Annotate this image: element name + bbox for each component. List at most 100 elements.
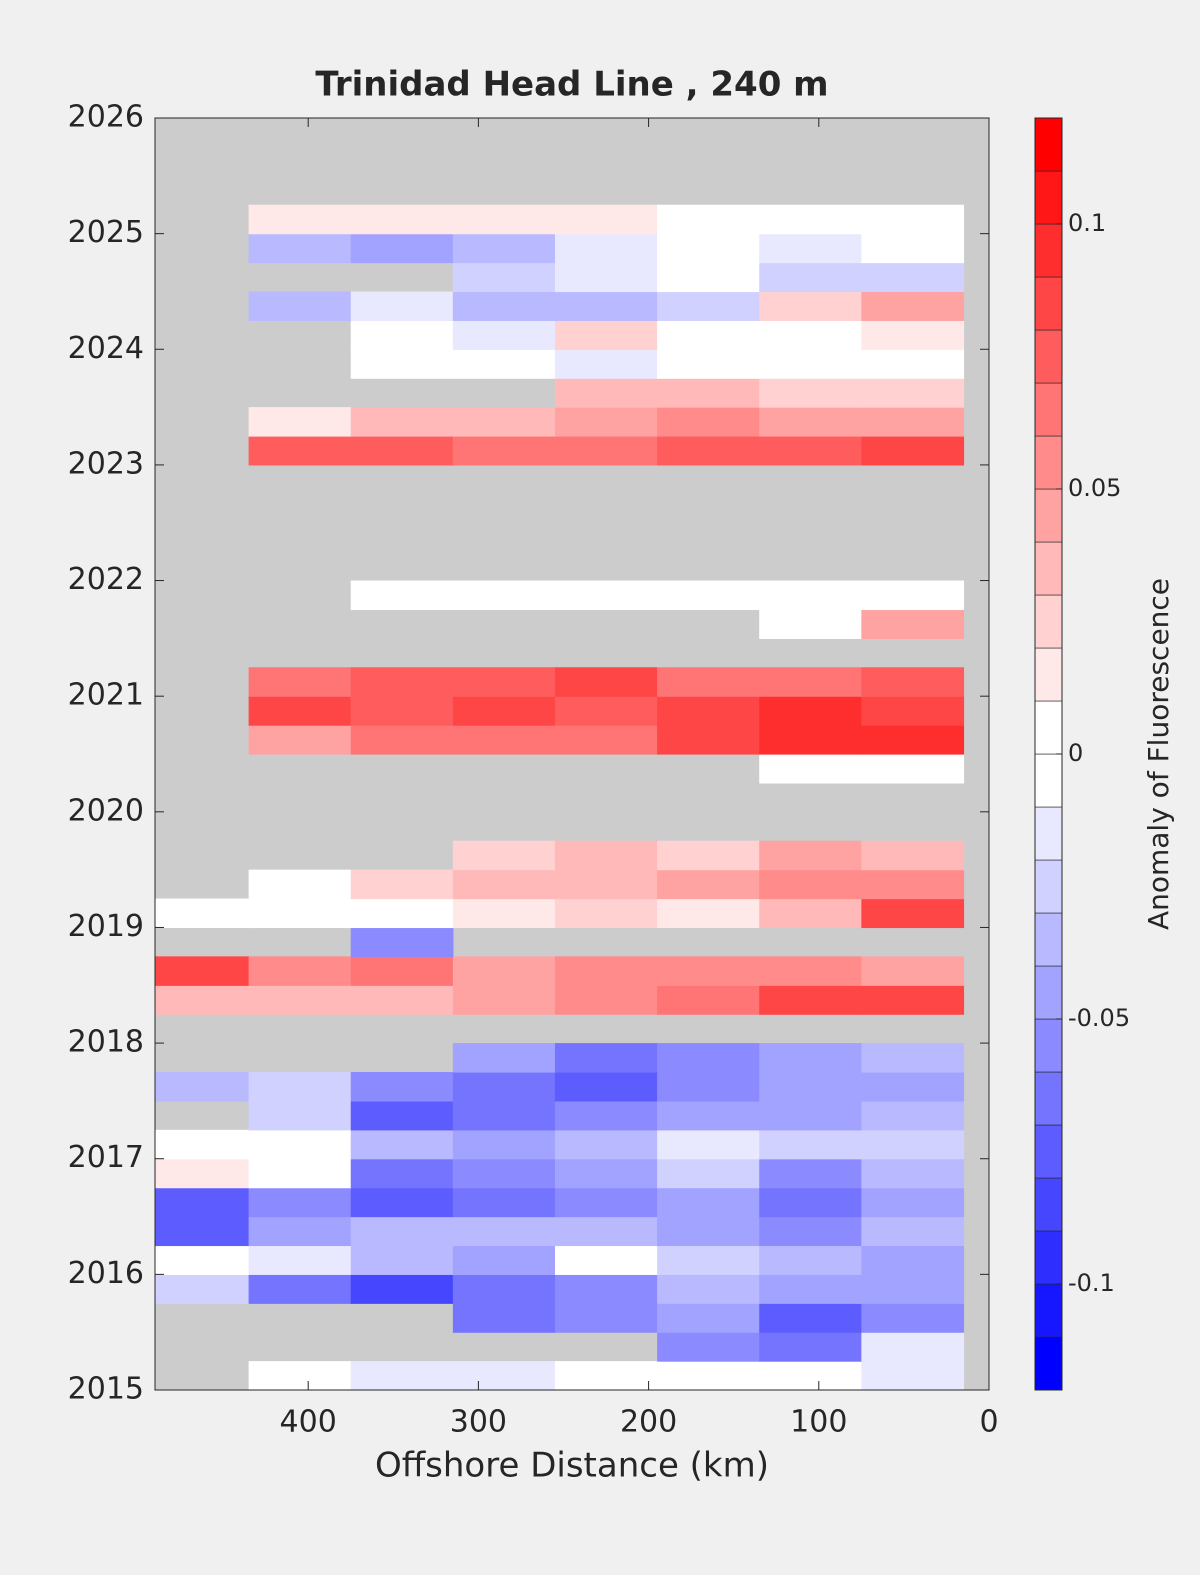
heatmap-cell <box>155 1187 250 1218</box>
y-tick-label: 2022 <box>68 562 144 597</box>
colorbar-level <box>1034 170 1063 225</box>
heatmap-cell <box>657 1332 760 1362</box>
heatmap-cell <box>861 725 965 755</box>
heatmap-cell <box>861 1245 965 1275</box>
plot-frame <box>154 117 990 1391</box>
heatmap-cell <box>155 1245 250 1275</box>
heatmap-cell <box>350 233 454 264</box>
heatmap-cell <box>861 1129 965 1160</box>
heatmap-cell <box>861 1100 965 1131</box>
heatmap-cell <box>861 349 965 379</box>
colorbar-level <box>1034 1283 1063 1338</box>
heatmap-cell <box>248 869 352 900</box>
heatmap-cell <box>350 1216 454 1247</box>
heatmap-cell <box>554 407 658 437</box>
heatmap-cell <box>155 1274 250 1304</box>
colorbar-level <box>1034 1124 1063 1179</box>
heatmap-cell <box>861 667 965 697</box>
heatmap-cell <box>554 1245 658 1275</box>
heatmap-cell <box>350 869 454 900</box>
heatmap-cell <box>452 1043 556 1073</box>
heatmap-cell <box>350 1072 454 1102</box>
heatmap-cell <box>248 407 352 437</box>
heatmap-cell <box>452 1303 556 1333</box>
heatmap-cell <box>657 1129 760 1160</box>
x-tick-label: 200 <box>620 1405 677 1440</box>
y-tick-label: 2020 <box>68 793 144 828</box>
heatmap-cell <box>350 1158 454 1189</box>
heatmap-cell <box>554 436 658 466</box>
heatmap-cell <box>861 1216 965 1247</box>
heatmap-cell <box>759 233 862 264</box>
heatmap-cell <box>657 840 760 871</box>
heatmap-cell <box>861 754 965 784</box>
heatmap-cell <box>350 1187 454 1218</box>
heatmap-cell <box>759 1129 862 1160</box>
chart-title: Trinidad Head Line , 240 m <box>315 65 828 105</box>
heatmap-cell <box>155 985 250 1015</box>
heatmap-cell <box>657 233 760 264</box>
heatmap-cell <box>759 1361 862 1390</box>
heatmap-cell <box>759 1274 862 1304</box>
x-tick-label: 400 <box>280 1405 337 1440</box>
heatmap-cell <box>248 898 352 929</box>
heatmap-cell <box>657 320 760 350</box>
heatmap-cell <box>350 349 454 379</box>
heatmap-cell <box>657 1158 760 1189</box>
heatmap-cell <box>350 927 454 957</box>
heatmap-cell <box>657 696 760 726</box>
heatmap-cell <box>248 956 352 986</box>
colorbar-level <box>1034 329 1063 384</box>
colorbar-level <box>1034 1071 1063 1126</box>
heatmap-cell <box>248 1216 352 1247</box>
heatmap-cell <box>759 349 862 379</box>
heatmap-cell <box>452 1100 556 1131</box>
colorbar-level <box>1034 541 1063 596</box>
heatmap-cell <box>554 1216 658 1247</box>
heatmap-cell <box>452 407 556 437</box>
heatmap-cell <box>759 436 862 466</box>
heatmap-cell <box>861 580 965 611</box>
y-tick-label: 2015 <box>68 1372 144 1407</box>
heatmap-cell <box>657 1072 760 1102</box>
heatmap-cell <box>554 349 658 379</box>
heatmap-cell <box>759 1100 862 1131</box>
colorbar-level <box>1034 223 1063 278</box>
heatmap-cell <box>861 233 965 264</box>
colorbar-tick-label: -0.05 <box>1068 1004 1130 1032</box>
heatmap-cell <box>759 869 862 900</box>
heatmap-cell <box>452 869 556 900</box>
heatmap-cell <box>861 609 965 639</box>
heatmap <box>155 204 965 1390</box>
heatmap-cell <box>248 667 352 697</box>
heatmap-cell <box>452 580 556 611</box>
heatmap-cell <box>759 378 862 408</box>
heatmap-cell <box>657 1361 760 1390</box>
heatmap-cell <box>155 1129 250 1160</box>
heatmap-cell <box>452 985 556 1015</box>
heatmap-cell <box>350 204 454 235</box>
heatmap-cell <box>554 1129 658 1160</box>
heatmap-cell <box>657 1043 760 1073</box>
heatmap-cell <box>350 1129 454 1160</box>
heatmap-cell <box>248 1187 352 1218</box>
heatmap-cell <box>554 204 658 235</box>
heatmap-cell <box>554 1361 658 1390</box>
heatmap-cell <box>155 1216 250 1247</box>
heatmap-cell <box>554 956 658 986</box>
heatmap-cell <box>759 407 862 437</box>
heatmap-cell <box>248 1100 352 1131</box>
heatmap-cell <box>452 667 556 697</box>
heatmap-cell <box>452 1361 556 1390</box>
heatmap-cell <box>554 840 658 871</box>
heatmap-cell <box>657 1216 760 1247</box>
heatmap-cell <box>657 349 760 379</box>
heatmap-cell <box>554 262 658 293</box>
heatmap-cell <box>861 840 965 871</box>
heatmap-cell <box>350 696 454 726</box>
heatmap-cell <box>554 898 658 929</box>
heatmap-cell <box>861 696 965 726</box>
heatmap-cell <box>554 580 658 611</box>
heatmap-cell <box>452 1129 556 1160</box>
colorbar-level <box>1034 594 1063 649</box>
